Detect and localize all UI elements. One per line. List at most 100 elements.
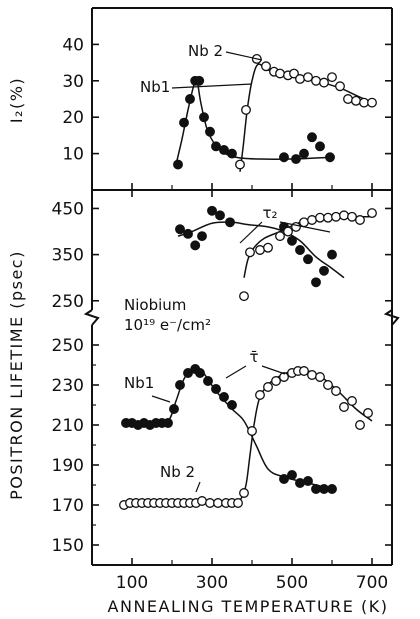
filled-data-point (227, 400, 237, 410)
plot-frames (83, 7, 400, 566)
tau2-label: τ₂ (262, 204, 277, 222)
niobium-label: Niobium (124, 296, 186, 314)
filled-data-point (175, 224, 185, 235)
open-data-point (307, 370, 317, 380)
filled-data-point (215, 210, 225, 221)
filled-data-point (299, 148, 309, 159)
open-data-point (235, 159, 245, 170)
filled-data-point (319, 265, 329, 276)
open-data-point (271, 376, 281, 386)
open-data-point (331, 386, 341, 396)
open-data-point (367, 97, 377, 108)
open-data-point (315, 212, 325, 223)
filled-data-point (163, 418, 173, 428)
y-axis-title: POSITRON LIFETIME (psec) (7, 250, 26, 500)
open-data-point (291, 221, 301, 232)
filled-data-point (327, 484, 337, 494)
open-data-point (323, 212, 333, 223)
open-data-point (351, 95, 361, 106)
open-data-point (307, 215, 317, 225)
filled-data-point (315, 141, 325, 152)
open-data-point (319, 77, 329, 88)
filled-data-point (327, 249, 337, 260)
open-data-point (239, 488, 249, 498)
y-tick-label: 250 (52, 292, 84, 312)
filled-data-point (279, 474, 289, 484)
open-data-point (295, 74, 305, 84)
filled-data-point (173, 159, 183, 170)
open-data-point (315, 372, 325, 382)
open-data-point (283, 226, 293, 237)
open-data-point (339, 402, 349, 412)
open-data-point (279, 372, 289, 382)
open-data-point (241, 104, 251, 115)
y-tick-label: 350 (52, 246, 84, 266)
open-data-point (197, 496, 207, 506)
open-data-point (359, 97, 369, 108)
open-data-point (289, 68, 299, 79)
open-data-point (311, 75, 321, 86)
y-tick-label: 20 (62, 108, 84, 128)
open-data-point (339, 210, 349, 221)
filled-data-point (295, 478, 305, 488)
leader-nb2-top (225, 51, 263, 61)
filled-data-point (279, 152, 289, 163)
filled-data-point (179, 117, 189, 128)
filled-data-point (194, 75, 205, 86)
filled-data-point (207, 205, 217, 216)
x-tick-label: 700 (356, 573, 388, 593)
leader-tau-mean-left (225, 365, 247, 379)
open-data-point (327, 72, 337, 83)
open-data-point (343, 94, 353, 104)
x-tick-label: 500 (276, 573, 308, 593)
open-data-point (331, 211, 341, 222)
data-points (119, 54, 377, 510)
open-data-point (347, 396, 357, 406)
filled-data-point (169, 404, 179, 414)
y-tick-label: 150 (52, 536, 84, 556)
open-data-point (263, 242, 273, 253)
x-tick-label: 300 (196, 573, 228, 593)
chart-text: 10 20 30 40 250 350 450 150 170 190 210 230 250 100 30… (7, 35, 388, 616)
label-nb2-top: Nb 2 (188, 42, 223, 60)
open-data-point (363, 408, 373, 418)
open-data-point (261, 61, 271, 72)
filled-data-point (307, 132, 317, 143)
open-data-point (355, 420, 365, 430)
filled-data-point (195, 368, 205, 378)
open-data-point (299, 217, 309, 228)
filled-data-point (183, 228, 193, 239)
filled-data-point (225, 217, 235, 228)
open-data-point (275, 68, 285, 79)
open-data-point (245, 247, 255, 258)
open-data-point (213, 498, 223, 508)
y-tick-label: 250 (52, 336, 84, 356)
y-tick-label: 230 (52, 376, 84, 396)
open-data-point (367, 208, 377, 219)
fit-curves (123, 63, 373, 506)
filled-data-point (319, 484, 329, 494)
axis-break-right (383, 309, 400, 326)
filled-data-point (227, 148, 237, 159)
open-data-point (255, 245, 265, 255)
leader-nb2-bottom (195, 481, 201, 493)
curve-nb1-panel1 (177, 221, 345, 279)
top-y-axis-title: I₂(%) (7, 77, 26, 123)
filled-data-point (211, 384, 221, 394)
filled-data-point (219, 392, 229, 402)
fluence-label: 10¹⁹ e⁻/cm² (124, 316, 211, 334)
filled-data-point (211, 141, 221, 152)
leader-tau2-left (239, 221, 263, 244)
leader-nb1-bottom (151, 395, 171, 403)
y-tick-label: 450 (52, 199, 84, 219)
leader-tau2-right (279, 221, 331, 233)
x-tick-label: 100 (116, 573, 148, 593)
open-data-point (239, 291, 249, 302)
filled-data-point (185, 94, 195, 104)
filled-data-point (203, 376, 213, 386)
open-data-point (303, 72, 313, 83)
y-tick-label: 30 (62, 72, 84, 92)
y-tick-label: 210 (52, 416, 84, 436)
leader-tau-mean-right (261, 365, 286, 375)
